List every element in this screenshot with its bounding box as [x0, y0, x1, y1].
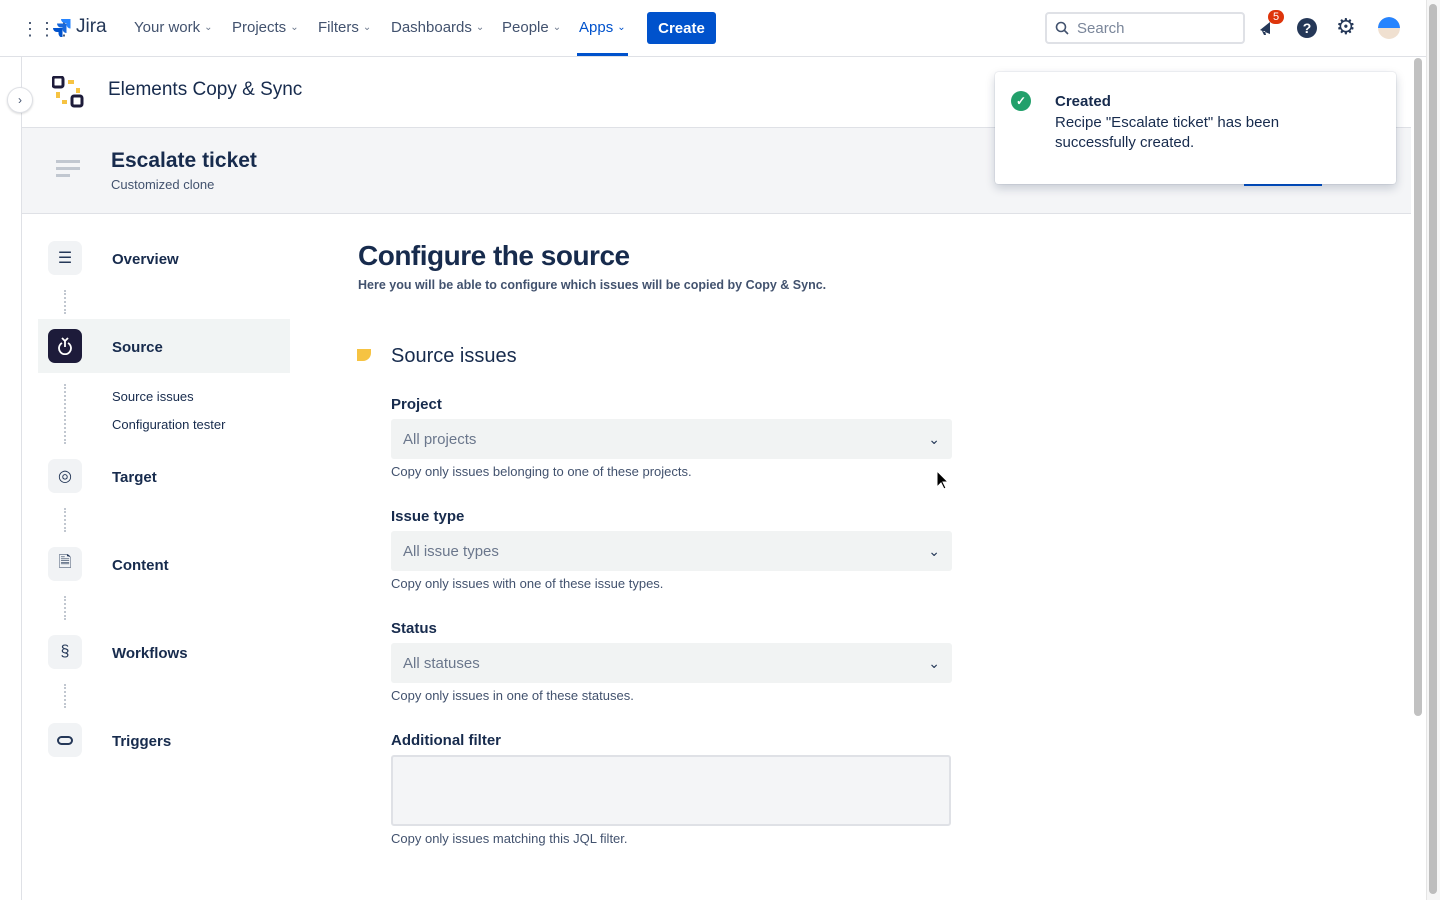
sidebar-label: Target — [112, 469, 157, 486]
recipe-subtitle: Customized clone — [111, 177, 215, 192]
workflow-icon: § — [48, 635, 82, 669]
nav-label: Projects — [232, 19, 287, 36]
search-placeholder: Search — [1077, 19, 1125, 37]
status-select[interactable]: All statuses ⌄ — [391, 643, 952, 683]
recipe-icon — [56, 160, 80, 177]
nav-people[interactable]: People ⌄ — [502, 19, 561, 36]
source-icon — [48, 329, 82, 363]
avatar[interactable] — [1378, 17, 1400, 39]
additional-filter-input[interactable] — [391, 755, 951, 826]
active-tab-indicator — [577, 53, 628, 56]
jira-logo-icon — [53, 19, 71, 37]
chevron-down-icon: ⌄ — [552, 22, 562, 33]
nav-label: Apps — [579, 19, 614, 36]
page-subtitle: Here you will be able to configure which… — [358, 278, 827, 292]
project-help: Copy only issues belonging to one of the… — [391, 464, 692, 479]
megaphone-icon — [1260, 22, 1270, 35]
save-button[interactable] — [1244, 182, 1322, 186]
jira-logo[interactable]: Jira — [52, 16, 107, 38]
create-button[interactable]: Create — [647, 12, 716, 44]
chevron-down-icon: ⌄ — [928, 542, 940, 559]
nav-label: Filters — [318, 19, 359, 36]
notification-badge: 5 — [1268, 10, 1285, 24]
step-connector — [64, 290, 66, 314]
nav-label: Your work — [134, 19, 201, 36]
step-connector — [64, 508, 66, 532]
select-value: All issue types — [403, 542, 499, 560]
sidebar-label: Content — [112, 557, 169, 574]
additional-filter-help: Copy only issues matching this JQL filte… — [391, 831, 628, 846]
jira-wordmark: Jira — [76, 16, 107, 37]
chevron-down-icon: ⌄ — [617, 22, 626, 33]
sidebar-label: Source — [112, 339, 163, 356]
elements-logo-icon — [52, 76, 84, 108]
app-header: Elements Copy & Sync — [22, 57, 1411, 128]
notifications-button[interactable]: 5 — [1257, 10, 1285, 43]
issue-type-label: Issue type — [391, 508, 465, 525]
success-toast: ✓ Created Recipe "Escalate ticket" has b… — [995, 72, 1396, 184]
section-title: Source issues — [391, 345, 517, 367]
status-label: Status — [391, 620, 437, 637]
issue-type-help: Copy only issues with one of these issue… — [391, 576, 664, 591]
chevron-down-icon: ⌄ — [475, 22, 485, 33]
search-icon — [1055, 21, 1069, 35]
section-marker-icon — [357, 349, 371, 361]
nav-label: People — [502, 19, 549, 36]
step-connector — [64, 384, 66, 444]
sidebar-label: Workflows — [112, 645, 188, 662]
project-select[interactable]: All projects ⌄ — [391, 419, 952, 459]
nav-label: Dashboards — [391, 19, 472, 36]
recipe-title: Escalate ticket — [111, 149, 257, 172]
target-icon: ◎ — [48, 459, 82, 493]
sidebar-divider — [21, 57, 22, 900]
expand-sidebar-button[interactable]: › — [7, 87, 33, 113]
step-connector — [64, 684, 66, 708]
status-help: Copy only issues in one of these statuse… — [391, 688, 634, 703]
page-scrollbar-thumb[interactable] — [1429, 4, 1437, 894]
sidebar-subitem-source-issues[interactable]: Source issues — [112, 389, 194, 404]
nav-your-work[interactable]: Your work ⌄ — [134, 19, 213, 36]
step-connector — [64, 596, 66, 620]
nav-filters[interactable]: Filters ⌄ — [318, 19, 371, 36]
chevron-down-icon: ⌄ — [928, 430, 940, 447]
chevron-down-icon: ⌄ — [290, 22, 299, 33]
additional-filter-label: Additional filter — [391, 732, 501, 749]
page-title: Configure the source — [358, 240, 630, 271]
nav-projects[interactable]: Projects ⌄ — [232, 19, 299, 36]
app-title: Elements Copy & Sync — [108, 79, 303, 100]
toast-message: Recipe "Escalate ticket" has been succes… — [1055, 114, 1280, 151]
toggle-icon — [48, 723, 82, 757]
settings-gear-icon[interactable]: ⚙ — [1336, 14, 1356, 39]
chevron-down-icon: ⌄ — [204, 22, 213, 33]
list-icon: ☰ — [48, 241, 82, 275]
sidebar-label: Triggers — [112, 733, 172, 750]
select-value: All statuses — [403, 654, 480, 672]
sidebar-label: Overview — [112, 251, 179, 268]
help-icon[interactable]: ? — [1297, 18, 1317, 38]
mouse-cursor-icon — [936, 470, 950, 490]
search-input[interactable]: Search — [1045, 12, 1245, 44]
check-circle-icon: ✓ — [1011, 91, 1031, 111]
chevron-down-icon: ⌄ — [928, 654, 940, 671]
sidebar-subitem-configuration-tester[interactable]: Configuration tester — [112, 417, 226, 432]
toast-title: Created — [1055, 93, 1111, 110]
chevron-down-icon: ⌄ — [362, 22, 372, 33]
issue-type-select[interactable]: All issue types ⌄ — [391, 531, 952, 571]
select-value: All projects — [403, 430, 477, 448]
document-icon: 🗎 — [48, 547, 82, 581]
top-navigation: ⋮⋮⋮ Jira Your work ⌄ Projects ⌄ Filters ⌄ D… — [0, 0, 1426, 57]
nav-dashboards[interactable]: Dashboards ⌄ — [391, 19, 484, 36]
content-scrollbar[interactable] — [1414, 58, 1422, 716]
nav-apps[interactable]: Apps ⌄ — [579, 19, 626, 36]
project-label: Project — [391, 396, 442, 413]
